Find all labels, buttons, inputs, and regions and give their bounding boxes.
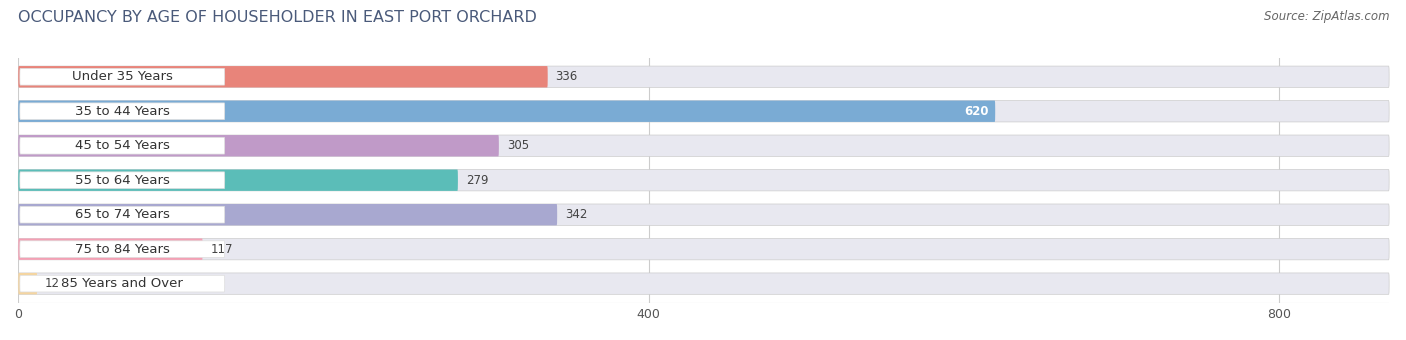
Text: OCCUPANCY BY AGE OF HOUSEHOLDER IN EAST PORT ORCHARD: OCCUPANCY BY AGE OF HOUSEHOLDER IN EAST … <box>18 10 537 25</box>
FancyBboxPatch shape <box>20 137 225 154</box>
FancyBboxPatch shape <box>18 135 1389 156</box>
Text: 75 to 84 Years: 75 to 84 Years <box>75 243 170 256</box>
FancyBboxPatch shape <box>20 172 225 189</box>
Text: 12: 12 <box>45 277 60 290</box>
FancyBboxPatch shape <box>18 101 995 122</box>
Text: 620: 620 <box>965 105 988 118</box>
FancyBboxPatch shape <box>18 170 1389 191</box>
FancyBboxPatch shape <box>18 273 37 294</box>
FancyBboxPatch shape <box>18 273 1389 294</box>
FancyBboxPatch shape <box>18 135 499 156</box>
FancyBboxPatch shape <box>18 238 1389 260</box>
FancyBboxPatch shape <box>20 68 225 85</box>
FancyBboxPatch shape <box>20 103 225 120</box>
FancyBboxPatch shape <box>18 66 1389 87</box>
FancyBboxPatch shape <box>18 170 458 191</box>
FancyBboxPatch shape <box>18 204 557 225</box>
Text: 117: 117 <box>211 243 233 256</box>
Text: Source: ZipAtlas.com: Source: ZipAtlas.com <box>1264 10 1389 23</box>
Text: 35 to 44 Years: 35 to 44 Years <box>75 105 170 118</box>
FancyBboxPatch shape <box>20 206 225 223</box>
Text: 342: 342 <box>565 208 588 221</box>
Text: 305: 305 <box>506 139 529 152</box>
FancyBboxPatch shape <box>18 66 548 87</box>
Text: 45 to 54 Years: 45 to 54 Years <box>75 139 170 152</box>
Text: 55 to 64 Years: 55 to 64 Years <box>75 174 170 187</box>
FancyBboxPatch shape <box>20 241 225 257</box>
FancyBboxPatch shape <box>18 101 1389 122</box>
Text: 336: 336 <box>555 70 578 83</box>
Text: Under 35 Years: Under 35 Years <box>72 70 173 83</box>
FancyBboxPatch shape <box>18 204 1389 225</box>
Text: 85 Years and Over: 85 Years and Over <box>62 277 183 290</box>
Text: 65 to 74 Years: 65 to 74 Years <box>75 208 170 221</box>
Text: 279: 279 <box>465 174 488 187</box>
FancyBboxPatch shape <box>18 238 202 260</box>
FancyBboxPatch shape <box>20 275 225 292</box>
